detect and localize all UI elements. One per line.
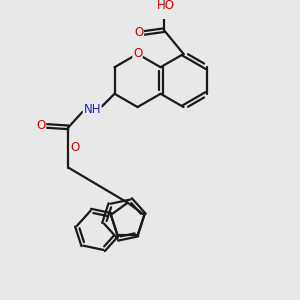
- Text: HO: HO: [156, 0, 174, 12]
- Text: NH: NH: [83, 103, 101, 116]
- Text: O: O: [70, 141, 79, 154]
- Text: O: O: [134, 26, 143, 40]
- Text: O: O: [36, 119, 46, 132]
- Text: O: O: [133, 47, 142, 60]
